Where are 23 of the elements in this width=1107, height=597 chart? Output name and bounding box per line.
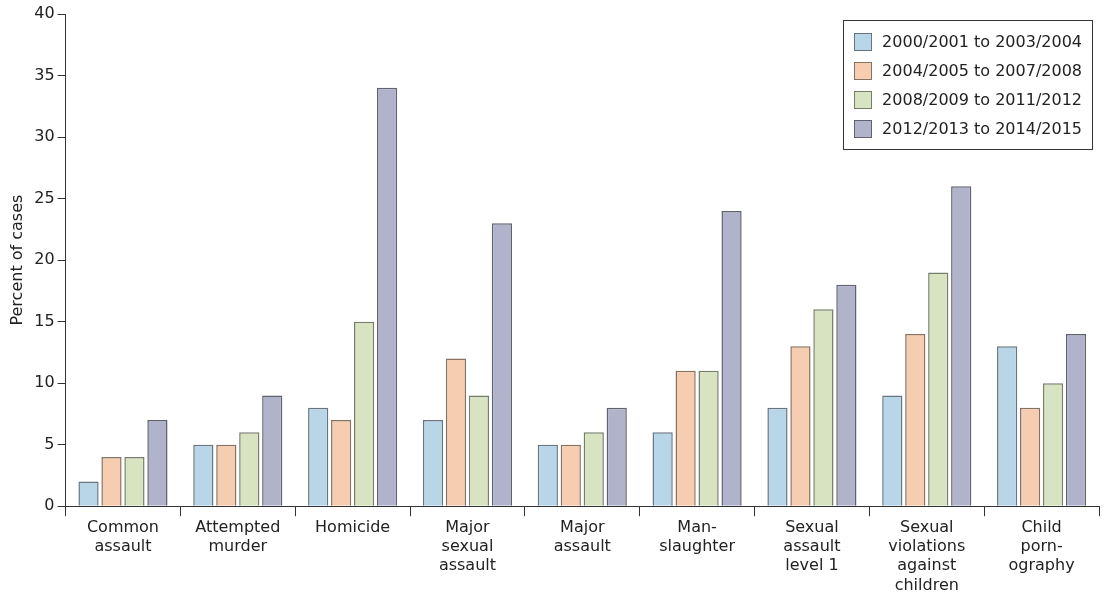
y-tick-label: 0 — [44, 495, 55, 515]
x-tick-label: Homicide — [315, 516, 391, 536]
y-tick-label: 35 — [34, 64, 55, 84]
y-tick-label: 40 — [34, 3, 55, 23]
legend-label: 2008/2009 to 2011/2012 — [881, 89, 1082, 111]
x-tick-label: Common assault — [86, 516, 159, 556]
y-tick-label: 20 — [34, 249, 55, 269]
legend-label: 2000/2001 to 2003/2004 — [881, 31, 1082, 53]
x-tick-label: Attempted murder — [195, 516, 281, 556]
legend-label: 2004/2005 to 2007/2008 — [881, 60, 1082, 82]
y-tick-label: 15 — [34, 310, 55, 330]
x-tick-label: Sexual assault level 1 — [783, 516, 841, 575]
x-tick-label: Major sexual assault — [438, 516, 497, 575]
y-tick-label: 5 — [44, 433, 55, 453]
y-tick-label: 30 — [34, 126, 55, 146]
legend-label: 2012/2013 to 2014/2015 — [881, 118, 1082, 140]
y-tick-label: 25 — [34, 187, 55, 207]
x-tick-label: Major assault — [553, 516, 611, 556]
y-axis-title: Percent of cases — [6, 194, 26, 326]
x-tick-label: Child porn- ography — [1008, 516, 1075, 575]
x-tick-label: Sexual violations against children — [888, 516, 966, 594]
y-tick-label: 10 — [34, 372, 55, 392]
x-tick-label: Man- slaughter — [659, 516, 736, 556]
